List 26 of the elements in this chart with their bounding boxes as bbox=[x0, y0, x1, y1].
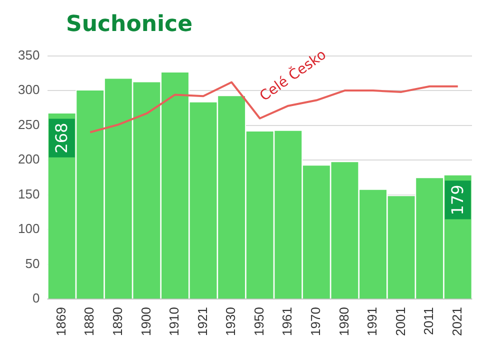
data-label: 179 bbox=[448, 184, 468, 216]
y-tick-label: 300 bbox=[18, 82, 40, 98]
x-tick-label: 1930 bbox=[223, 307, 238, 336]
y-tick-label: 350 bbox=[18, 47, 40, 62]
x-tick-label: 1900 bbox=[138, 307, 154, 336]
y-tick-label: 250 bbox=[18, 116, 40, 132]
x-tick-label: 1910 bbox=[166, 307, 182, 336]
y-tick-label: 50 bbox=[25, 256, 40, 271]
y-tick-label: 200 bbox=[18, 152, 40, 167]
x-tick-label: 2011 bbox=[421, 307, 436, 336]
x-tick-label: 1980 bbox=[336, 307, 352, 336]
x-tick-label: 2021 bbox=[449, 307, 464, 336]
x-tick-label: 1961 bbox=[280, 307, 295, 336]
x-tick-label: 2001 bbox=[392, 307, 408, 336]
chart-title: Suchonice bbox=[66, 12, 192, 37]
x-tick-label: 1970 bbox=[308, 307, 323, 336]
x-tick-label: 1950 bbox=[251, 307, 266, 336]
data-label: 268 bbox=[52, 122, 71, 154]
x-tick-label: 1921 bbox=[194, 307, 210, 336]
x-tick-label: 1991 bbox=[364, 307, 380, 336]
x-tick-label: 1890 bbox=[110, 307, 125, 336]
y-tick-label: 150 bbox=[18, 186, 40, 202]
x-tick-label: 1869 bbox=[53, 307, 68, 336]
y-tick-label: 100 bbox=[18, 221, 40, 236]
y-tick-label: 0 bbox=[32, 290, 40, 306]
x-tick-label: 1880 bbox=[82, 307, 97, 336]
